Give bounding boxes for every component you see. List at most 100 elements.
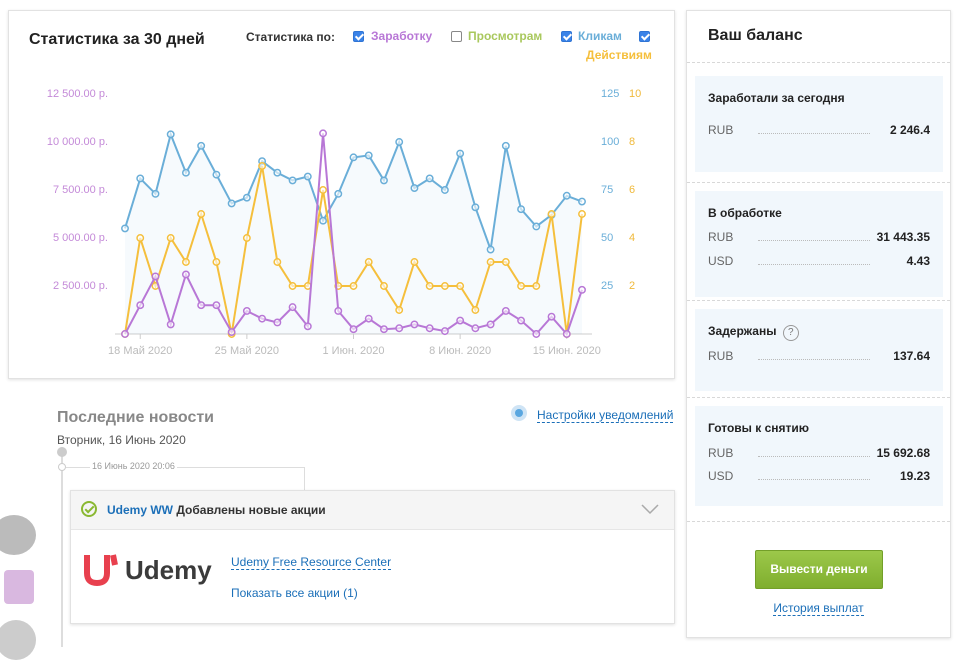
- currency: RUB: [708, 230, 734, 244]
- data-point: [410, 184, 419, 193]
- news-card: Udemy WW Добавлены новые акции Udemy Ude…: [70, 490, 675, 624]
- data-point: [181, 258, 190, 266]
- section-title: В обработке: [708, 206, 782, 220]
- data-point: [273, 168, 282, 177]
- data-point: [578, 210, 586, 218]
- data-point: [151, 189, 160, 198]
- data-point: [197, 301, 206, 310]
- news-time: 16 Июнь 2020 20:06: [90, 461, 177, 471]
- page: {"chart_data": {"type": "line", "title":…: [0, 0, 960, 646]
- data-point: [258, 314, 267, 323]
- y-tick-label: 7 500.00 р.: [53, 184, 108, 196]
- withdraw-button[interactable]: Вывести деньги: [755, 550, 883, 589]
- expand-icon[interactable]: [641, 503, 659, 515]
- data-point: [486, 258, 495, 266]
- data-point: [212, 170, 221, 179]
- news-link[interactable]: Показать все акции (1): [231, 586, 358, 600]
- filter-label: Статистика по:: [246, 30, 335, 44]
- y-tick-label: 2 500.00 р.: [53, 280, 108, 292]
- data-point: [380, 176, 388, 185]
- data-point: [501, 258, 510, 266]
- filter-label[interactable]: Заработку: [371, 29, 433, 43]
- news-headline: Добавлены новые акции: [176, 503, 326, 517]
- balance-section: Готовы к снятию RUB 15 692.68 USD 19.23: [695, 406, 943, 506]
- data-point: [456, 282, 465, 290]
- data-point: [334, 307, 343, 315]
- data-point: [242, 307, 251, 315]
- filter-label[interactable]: Действиям: [586, 48, 652, 62]
- filter-checkbox[interactable]: [353, 31, 364, 42]
- chart-title: Статистика за 30 дней: [29, 31, 205, 48]
- data-point: [303, 172, 312, 181]
- data-point: [136, 301, 145, 310]
- data-point: [547, 312, 556, 321]
- data-point: [136, 234, 145, 242]
- y-tick-label: 125: [601, 88, 619, 100]
- news-brand[interactable]: Udemy WW: [107, 503, 173, 517]
- filter-checkbox[interactable]: [561, 31, 572, 42]
- history-link[interactable]: История выплат: [773, 601, 864, 616]
- data-point: [440, 186, 449, 194]
- data-point: [288, 303, 297, 312]
- data-point: [395, 306, 404, 314]
- timeline-branch: [304, 467, 305, 490]
- data-point: [349, 282, 358, 290]
- data-point: [334, 189, 343, 198]
- data-point: [181, 270, 190, 279]
- data-point: [121, 224, 129, 233]
- side-icon[interactable]: [0, 515, 36, 555]
- data-point: [303, 322, 312, 331]
- help-icon[interactable]: ?: [782, 325, 799, 341]
- data-point: [425, 174, 434, 183]
- data-point: [532, 282, 541, 290]
- amount: 137.64: [893, 349, 930, 363]
- currency: RUB: [708, 123, 734, 137]
- balance-section: В обработке RUB 31 443.35 USD 4.43: [695, 191, 943, 297]
- data-point: [121, 330, 129, 338]
- data-point: [364, 314, 373, 323]
- data-point: [288, 282, 297, 290]
- data-point: [136, 174, 145, 183]
- timeline: [61, 447, 63, 647]
- y-tick-label: 10: [629, 88, 641, 100]
- data-point: [425, 324, 434, 333]
- x-tick-label: 15 Июн. 2020: [533, 345, 601, 357]
- data-point: [380, 282, 388, 290]
- separator: [687, 397, 950, 398]
- news-link[interactable]: Udemy Free Resource Center: [231, 555, 392, 570]
- balance-section: Задержаны ? RUB 137.64: [695, 309, 943, 391]
- y-tick-label: 100: [601, 136, 619, 148]
- data-point: [517, 205, 526, 214]
- y-tick-label: 4: [629, 232, 635, 244]
- data-point: [578, 197, 586, 206]
- data-point: [349, 325, 358, 334]
- side-icon[interactable]: [0, 620, 36, 660]
- data-point: [151, 272, 160, 281]
- timeline-dot: [58, 463, 66, 471]
- data-point: [380, 325, 388, 334]
- data-point: [166, 234, 175, 242]
- y-tick-label: 2: [629, 280, 635, 292]
- data-point: [578, 285, 586, 294]
- data-point: [471, 324, 480, 333]
- data-point: [181, 168, 190, 177]
- data-point: [425, 282, 434, 290]
- y-tick-label: 8: [629, 136, 635, 148]
- filter-label[interactable]: Кликам: [578, 29, 622, 43]
- filter-label[interactable]: Просмотрам: [468, 29, 543, 43]
- data-point: [501, 307, 510, 315]
- news-title: Последние новости: [57, 409, 215, 426]
- filter-checkbox[interactable]: [639, 31, 650, 42]
- data-point: [410, 320, 419, 329]
- data-point: [227, 328, 236, 337]
- data-point: [486, 245, 495, 254]
- currency: USD: [708, 469, 734, 483]
- filter-checkbox[interactable]: [451, 31, 462, 42]
- side-icon[interactable]: [4, 570, 34, 604]
- balance-panel: Ваш баланс Заработали за сегодня RUB 2 24…: [686, 10, 951, 638]
- settings-link[interactable]: Настройки уведомлений: [537, 408, 674, 423]
- separator: [687, 62, 950, 63]
- data-point: [456, 316, 465, 325]
- data-point: [212, 301, 221, 310]
- data-point: [197, 210, 206, 218]
